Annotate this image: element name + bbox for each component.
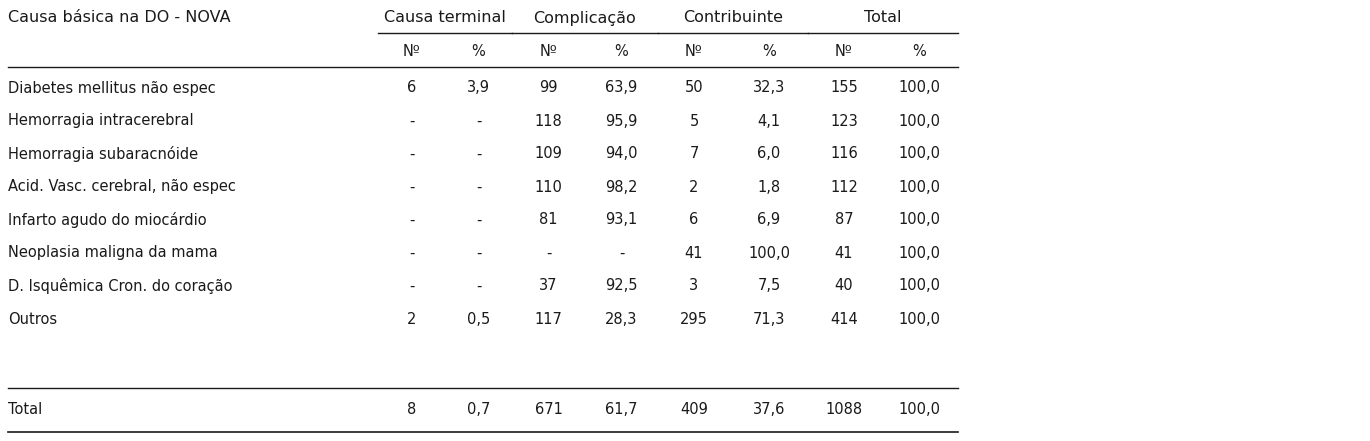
Text: 0,7: 0,7 bbox=[467, 403, 490, 418]
Text: 100,0: 100,0 bbox=[748, 246, 790, 261]
Text: 100,0: 100,0 bbox=[897, 246, 940, 261]
Text: 409: 409 bbox=[680, 403, 708, 418]
Text: 37,6: 37,6 bbox=[752, 403, 785, 418]
Text: 100,0: 100,0 bbox=[897, 179, 940, 194]
Text: 2: 2 bbox=[689, 179, 699, 194]
Text: Causa básica na DO - NOVA: Causa básica na DO - NOVA bbox=[8, 11, 230, 26]
Text: Causa terminal: Causa terminal bbox=[384, 11, 506, 26]
Text: 671: 671 bbox=[534, 403, 563, 418]
Text: %: % bbox=[471, 45, 485, 60]
Text: Nº: Nº bbox=[540, 45, 558, 60]
Text: -: - bbox=[408, 113, 414, 128]
Text: 100,0: 100,0 bbox=[897, 81, 940, 96]
Text: 109: 109 bbox=[534, 146, 563, 161]
Text: Diabetes mellitus não espec: Diabetes mellitus não espec bbox=[8, 81, 215, 96]
Text: -: - bbox=[408, 179, 414, 194]
Text: 112: 112 bbox=[830, 179, 858, 194]
Text: 100,0: 100,0 bbox=[897, 279, 940, 294]
Text: 37: 37 bbox=[540, 279, 558, 294]
Text: -: - bbox=[475, 113, 481, 128]
Text: 81: 81 bbox=[540, 213, 558, 228]
Text: -: - bbox=[475, 246, 481, 261]
Text: 63,9: 63,9 bbox=[606, 81, 637, 96]
Text: -: - bbox=[408, 213, 414, 228]
Text: 155: 155 bbox=[830, 81, 858, 96]
Text: 3: 3 bbox=[689, 279, 699, 294]
Text: 99: 99 bbox=[540, 81, 558, 96]
Text: %: % bbox=[912, 45, 926, 60]
Text: 100,0: 100,0 bbox=[897, 213, 940, 228]
Text: 3,9: 3,9 bbox=[467, 81, 490, 96]
Text: 6,9: 6,9 bbox=[758, 213, 781, 228]
Text: 28,3: 28,3 bbox=[606, 311, 637, 326]
Text: 123: 123 bbox=[830, 113, 858, 128]
Text: 71,3: 71,3 bbox=[752, 311, 785, 326]
Text: 117: 117 bbox=[534, 311, 563, 326]
Text: 118: 118 bbox=[534, 113, 562, 128]
Text: -: - bbox=[475, 279, 481, 294]
Text: Outros: Outros bbox=[8, 311, 58, 326]
Text: 87: 87 bbox=[834, 213, 854, 228]
Text: 41: 41 bbox=[685, 246, 703, 261]
Text: -: - bbox=[619, 246, 625, 261]
Text: Acid. Vasc. cerebral, não espec: Acid. Vasc. cerebral, não espec bbox=[8, 179, 236, 194]
Text: Neoplasia maligna da mama: Neoplasia maligna da mama bbox=[8, 246, 218, 261]
Text: Total: Total bbox=[864, 11, 901, 26]
Text: Complicação: Complicação bbox=[534, 11, 637, 26]
Text: 95,9: 95,9 bbox=[606, 113, 637, 128]
Text: 116: 116 bbox=[830, 146, 858, 161]
Text: 0,5: 0,5 bbox=[467, 311, 490, 326]
Text: 94,0: 94,0 bbox=[606, 146, 638, 161]
Text: -: - bbox=[408, 246, 414, 261]
Text: -: - bbox=[475, 213, 481, 228]
Text: 5: 5 bbox=[689, 113, 699, 128]
Text: 2: 2 bbox=[407, 311, 416, 326]
Text: 4,1: 4,1 bbox=[758, 113, 781, 128]
Text: 6: 6 bbox=[407, 81, 416, 96]
Text: Contribuinte: Contribuinte bbox=[684, 11, 784, 26]
Text: D. Isquêmica Cron. do coração: D. Isquêmica Cron. do coração bbox=[8, 278, 233, 294]
Text: 100,0: 100,0 bbox=[897, 146, 940, 161]
Text: 110: 110 bbox=[534, 179, 563, 194]
Text: 61,7: 61,7 bbox=[606, 403, 638, 418]
Text: 92,5: 92,5 bbox=[606, 279, 638, 294]
Text: -: - bbox=[545, 246, 551, 261]
Text: 7,5: 7,5 bbox=[758, 279, 781, 294]
Text: Nº: Nº bbox=[836, 45, 854, 60]
Text: Hemorragia subaracnóide: Hemorragia subaracnóide bbox=[8, 146, 199, 162]
Text: Hemorragia intracerebral: Hemorragia intracerebral bbox=[8, 113, 193, 128]
Text: 93,1: 93,1 bbox=[606, 213, 637, 228]
Text: 50: 50 bbox=[685, 81, 703, 96]
Text: 98,2: 98,2 bbox=[606, 179, 638, 194]
Text: Total: Total bbox=[8, 403, 42, 418]
Text: Nº: Nº bbox=[403, 45, 421, 60]
Text: 1,8: 1,8 bbox=[758, 179, 781, 194]
Text: 41: 41 bbox=[834, 246, 854, 261]
Text: %: % bbox=[762, 45, 775, 60]
Text: 100,0: 100,0 bbox=[897, 113, 940, 128]
Text: -: - bbox=[408, 146, 414, 161]
Text: 1088: 1088 bbox=[826, 403, 863, 418]
Text: 100,0: 100,0 bbox=[897, 311, 940, 326]
Text: %: % bbox=[615, 45, 629, 60]
Text: 8: 8 bbox=[407, 403, 416, 418]
Text: 295: 295 bbox=[680, 311, 708, 326]
Text: 414: 414 bbox=[830, 311, 858, 326]
Text: -: - bbox=[475, 146, 481, 161]
Text: Infarto agudo do miocárdio: Infarto agudo do miocárdio bbox=[8, 212, 207, 228]
Text: 100,0: 100,0 bbox=[897, 403, 940, 418]
Text: -: - bbox=[408, 279, 414, 294]
Text: 40: 40 bbox=[834, 279, 854, 294]
Text: 7: 7 bbox=[689, 146, 699, 161]
Text: 6: 6 bbox=[689, 213, 699, 228]
Text: -: - bbox=[475, 179, 481, 194]
Text: 6,0: 6,0 bbox=[758, 146, 781, 161]
Text: Nº: Nº bbox=[685, 45, 703, 60]
Text: 32,3: 32,3 bbox=[754, 81, 785, 96]
